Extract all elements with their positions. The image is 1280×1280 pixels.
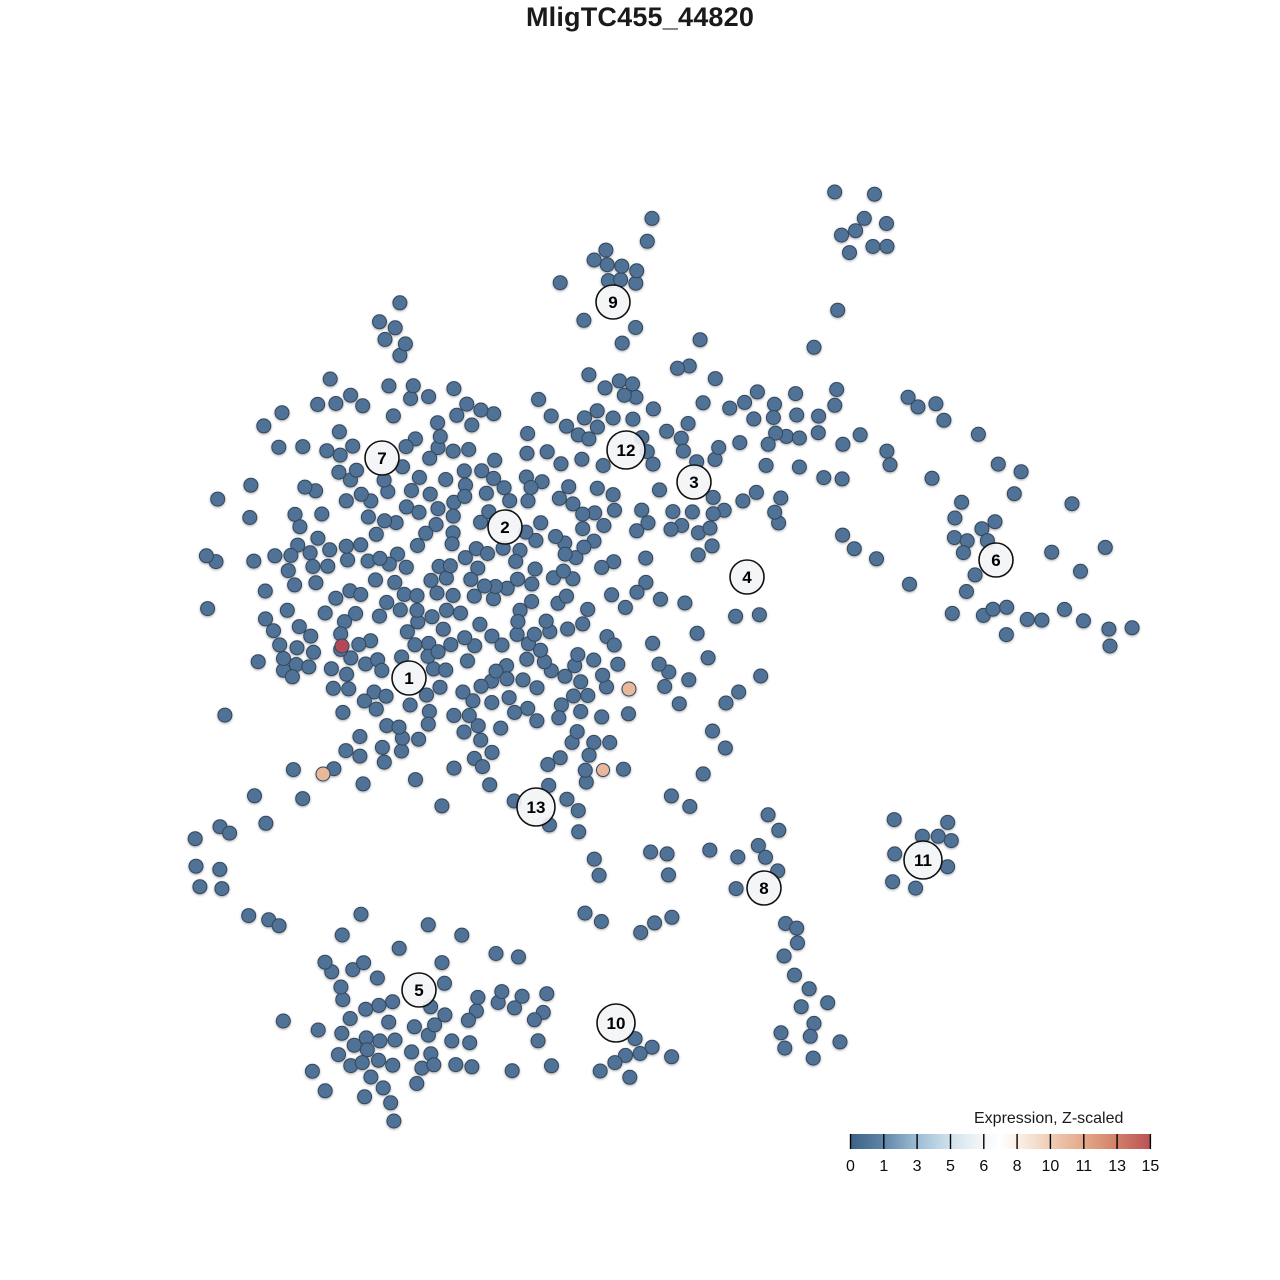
svg-text:5: 5	[946, 1158, 955, 1175]
svg-text:15: 15	[1142, 1158, 1160, 1175]
svg-text:6: 6	[991, 551, 1000, 570]
svg-text:0: 0	[846, 1158, 855, 1175]
svg-text:13: 13	[527, 798, 546, 817]
svg-text:7: 7	[377, 449, 386, 468]
svg-text:3: 3	[913, 1158, 922, 1175]
svg-text:13: 13	[1108, 1158, 1126, 1175]
svg-text:11: 11	[1075, 1158, 1092, 1175]
svg-text:8: 8	[759, 879, 768, 898]
svg-text:11: 11	[914, 851, 932, 870]
svg-text:1: 1	[404, 669, 413, 688]
svg-text:5: 5	[414, 981, 423, 1000]
svg-text:12: 12	[617, 441, 636, 460]
svg-text:2: 2	[500, 518, 509, 537]
svg-text:10: 10	[1042, 1158, 1060, 1175]
svg-text:10: 10	[607, 1014, 626, 1033]
svg-text:9: 9	[608, 293, 617, 312]
svg-text:3: 3	[689, 473, 698, 492]
svg-text:8: 8	[1013, 1158, 1022, 1175]
svg-text:1: 1	[879, 1158, 888, 1175]
svg-text:4: 4	[742, 568, 752, 587]
svg-text:6: 6	[979, 1158, 988, 1175]
